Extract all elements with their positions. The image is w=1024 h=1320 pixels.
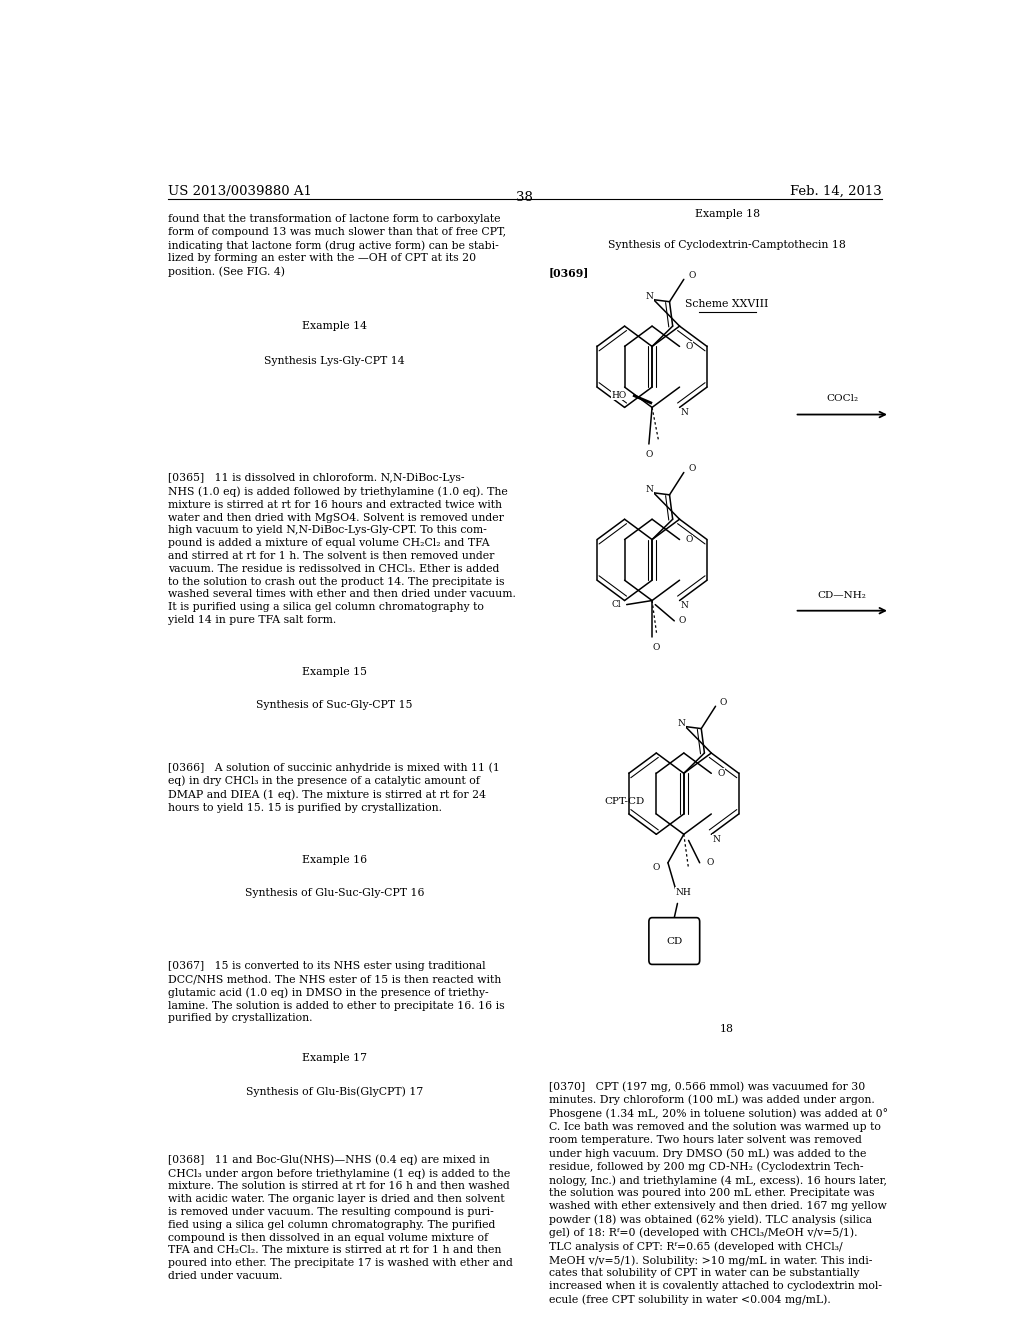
Text: [0370]   CPT (197 mg, 0.566 mmol) was vacuumed for 30
minutes. Dry chloroform (1: [0370] CPT (197 mg, 0.566 mmol) was vacu… bbox=[549, 1081, 888, 1304]
Text: Feb. 14, 2013: Feb. 14, 2013 bbox=[791, 185, 882, 198]
Text: O: O bbox=[685, 342, 693, 351]
Text: N: N bbox=[646, 486, 653, 494]
Text: 38: 38 bbox=[516, 191, 534, 203]
Text: Cl: Cl bbox=[611, 601, 622, 609]
Text: COCl₂: COCl₂ bbox=[826, 395, 858, 404]
Text: Synthesis of Glu-Suc-Gly-CPT 16: Synthesis of Glu-Suc-Gly-CPT 16 bbox=[245, 888, 424, 898]
Text: Synthesis of Cyclodextrin-Camptothecin 18: Synthesis of Cyclodextrin-Camptothecin 1… bbox=[608, 240, 846, 249]
Text: [0368]   11 and Boc-Glu(NHS)—NHS (0.4 eq) are mixed in
CHCl₃ under argon before : [0368] 11 and Boc-Glu(NHS)—NHS (0.4 eq) … bbox=[168, 1155, 513, 1280]
Text: N: N bbox=[680, 408, 688, 417]
Text: [0365]   11 is dissolved in chloroform. N,N-DiBoc-Lys-
NHS (1.0 eq) is added fol: [0365] 11 is dissolved in chloroform. N,… bbox=[168, 474, 515, 626]
Text: N: N bbox=[646, 292, 653, 301]
Text: CD: CD bbox=[667, 936, 682, 945]
Text: O: O bbox=[685, 535, 693, 544]
Text: [0366]   A solution of succinic anhydride is mixed with 11 (1
eq) in dry CHCl₃ i: [0366] A solution of succinic anhydride … bbox=[168, 762, 500, 813]
Text: Synthesis of Glu-Bis(GlyCPT) 17: Synthesis of Glu-Bis(GlyCPT) 17 bbox=[246, 1086, 423, 1097]
Text: US 2013/0039880 A1: US 2013/0039880 A1 bbox=[168, 185, 311, 198]
Text: HO: HO bbox=[611, 391, 627, 400]
Text: CD—NH₂: CD—NH₂ bbox=[818, 590, 866, 599]
Text: O: O bbox=[645, 450, 652, 458]
Text: Example 15: Example 15 bbox=[302, 667, 367, 677]
Text: O: O bbox=[652, 863, 659, 873]
Text: [0367]   15 is converted to its NHS ester using traditional
DCC/NHS method. The : [0367] 15 is converted to its NHS ester … bbox=[168, 961, 504, 1023]
Text: NH: NH bbox=[676, 888, 691, 896]
Text: N: N bbox=[680, 601, 688, 610]
Text: O: O bbox=[707, 858, 714, 867]
Text: [0369]: [0369] bbox=[549, 267, 589, 279]
FancyBboxPatch shape bbox=[649, 917, 699, 965]
Text: Example 17: Example 17 bbox=[302, 1053, 367, 1063]
Text: Example 16: Example 16 bbox=[302, 854, 367, 865]
Text: Synthesis of Suc-Gly-CPT 15: Synthesis of Suc-Gly-CPT 15 bbox=[256, 700, 413, 710]
Text: O: O bbox=[679, 616, 686, 626]
Text: O: O bbox=[688, 463, 695, 473]
Text: Example 18: Example 18 bbox=[694, 210, 760, 219]
Text: CPT-CD: CPT-CD bbox=[604, 797, 644, 807]
Text: N: N bbox=[712, 834, 720, 843]
Text: Scheme XXVIII: Scheme XXVIII bbox=[685, 298, 769, 309]
Text: O: O bbox=[688, 271, 695, 280]
Text: O: O bbox=[720, 698, 727, 706]
Text: Synthesis Lys-Gly-CPT 14: Synthesis Lys-Gly-CPT 14 bbox=[264, 355, 404, 366]
Text: Example 14: Example 14 bbox=[302, 321, 367, 331]
Text: N: N bbox=[678, 719, 685, 729]
Text: O: O bbox=[717, 768, 725, 777]
Text: O: O bbox=[652, 643, 659, 652]
Text: 18: 18 bbox=[720, 1024, 734, 1035]
Text: found that the transformation of lactone form to carboxylate
form of compound 13: found that the transformation of lactone… bbox=[168, 214, 506, 277]
